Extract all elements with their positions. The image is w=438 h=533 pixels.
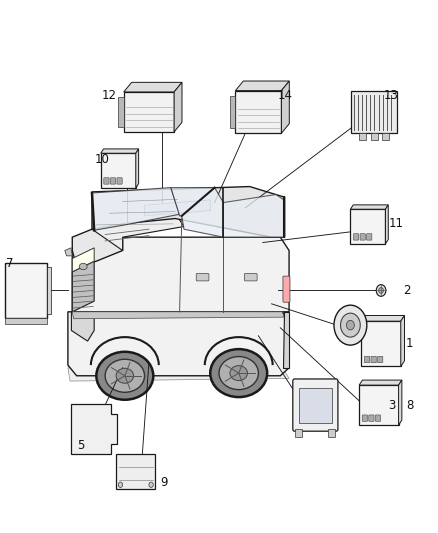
FancyBboxPatch shape — [375, 415, 381, 421]
Polygon shape — [359, 380, 402, 385]
Polygon shape — [236, 81, 289, 91]
Ellipse shape — [105, 359, 145, 392]
Polygon shape — [92, 187, 285, 237]
Text: 2: 2 — [403, 284, 411, 297]
Ellipse shape — [334, 305, 367, 345]
Polygon shape — [350, 205, 388, 209]
Polygon shape — [72, 237, 289, 312]
FancyBboxPatch shape — [364, 356, 370, 362]
FancyBboxPatch shape — [244, 273, 257, 281]
FancyBboxPatch shape — [371, 133, 378, 140]
FancyBboxPatch shape — [299, 388, 332, 423]
Polygon shape — [281, 81, 289, 133]
FancyBboxPatch shape — [362, 415, 367, 421]
Polygon shape — [171, 188, 223, 237]
FancyBboxPatch shape — [118, 97, 124, 126]
Polygon shape — [223, 195, 284, 237]
Polygon shape — [92, 188, 180, 230]
Circle shape — [118, 482, 123, 487]
FancyBboxPatch shape — [378, 356, 383, 362]
Polygon shape — [71, 404, 117, 454]
Circle shape — [376, 285, 386, 296]
Polygon shape — [145, 200, 210, 216]
FancyBboxPatch shape — [369, 415, 374, 421]
FancyBboxPatch shape — [360, 233, 365, 240]
FancyBboxPatch shape — [5, 318, 47, 324]
Text: 3: 3 — [389, 399, 396, 411]
Polygon shape — [385, 205, 388, 244]
Polygon shape — [401, 316, 405, 367]
FancyBboxPatch shape — [230, 96, 236, 128]
Ellipse shape — [116, 368, 134, 383]
Text: 7: 7 — [6, 257, 14, 270]
Polygon shape — [65, 248, 72, 256]
FancyBboxPatch shape — [293, 379, 338, 431]
Polygon shape — [124, 82, 182, 92]
FancyBboxPatch shape — [351, 91, 398, 133]
FancyBboxPatch shape — [117, 177, 122, 184]
FancyBboxPatch shape — [5, 262, 47, 318]
FancyBboxPatch shape — [236, 91, 281, 133]
FancyBboxPatch shape — [350, 209, 385, 244]
Polygon shape — [101, 149, 138, 154]
Polygon shape — [283, 312, 289, 368]
FancyBboxPatch shape — [283, 276, 290, 302]
Polygon shape — [174, 82, 182, 132]
FancyBboxPatch shape — [371, 356, 376, 362]
Text: 5: 5 — [78, 439, 85, 451]
Polygon shape — [72, 312, 284, 319]
Text: 8: 8 — [407, 399, 414, 411]
Text: 14: 14 — [277, 90, 292, 102]
Circle shape — [378, 288, 384, 293]
Text: 12: 12 — [102, 90, 117, 102]
FancyBboxPatch shape — [196, 273, 209, 281]
FancyBboxPatch shape — [382, 133, 389, 140]
FancyBboxPatch shape — [104, 177, 109, 184]
FancyBboxPatch shape — [353, 233, 359, 240]
Text: 1: 1 — [406, 337, 413, 350]
Ellipse shape — [79, 263, 87, 270]
FancyBboxPatch shape — [359, 385, 399, 425]
Text: 13: 13 — [384, 90, 399, 102]
Ellipse shape — [346, 320, 354, 330]
Text: 11: 11 — [389, 217, 404, 230]
Polygon shape — [71, 312, 94, 341]
Polygon shape — [68, 368, 289, 381]
FancyBboxPatch shape — [295, 429, 302, 437]
Polygon shape — [92, 213, 184, 251]
Ellipse shape — [96, 352, 153, 400]
FancyBboxPatch shape — [101, 153, 136, 188]
FancyBboxPatch shape — [367, 233, 372, 240]
Ellipse shape — [219, 357, 258, 390]
FancyBboxPatch shape — [361, 321, 401, 367]
Polygon shape — [72, 248, 94, 272]
FancyBboxPatch shape — [47, 266, 50, 314]
Ellipse shape — [210, 349, 267, 397]
Text: 9: 9 — [160, 476, 168, 489]
Polygon shape — [399, 380, 402, 425]
Polygon shape — [361, 316, 405, 321]
FancyBboxPatch shape — [110, 177, 116, 184]
Ellipse shape — [341, 313, 360, 337]
Polygon shape — [68, 312, 289, 376]
Polygon shape — [72, 261, 94, 312]
Ellipse shape — [230, 366, 247, 381]
FancyBboxPatch shape — [124, 92, 174, 132]
Text: 10: 10 — [94, 154, 109, 166]
Circle shape — [149, 482, 153, 487]
Polygon shape — [72, 224, 123, 266]
FancyBboxPatch shape — [360, 133, 367, 140]
FancyBboxPatch shape — [116, 454, 155, 489]
Polygon shape — [136, 149, 138, 188]
FancyBboxPatch shape — [328, 429, 336, 437]
